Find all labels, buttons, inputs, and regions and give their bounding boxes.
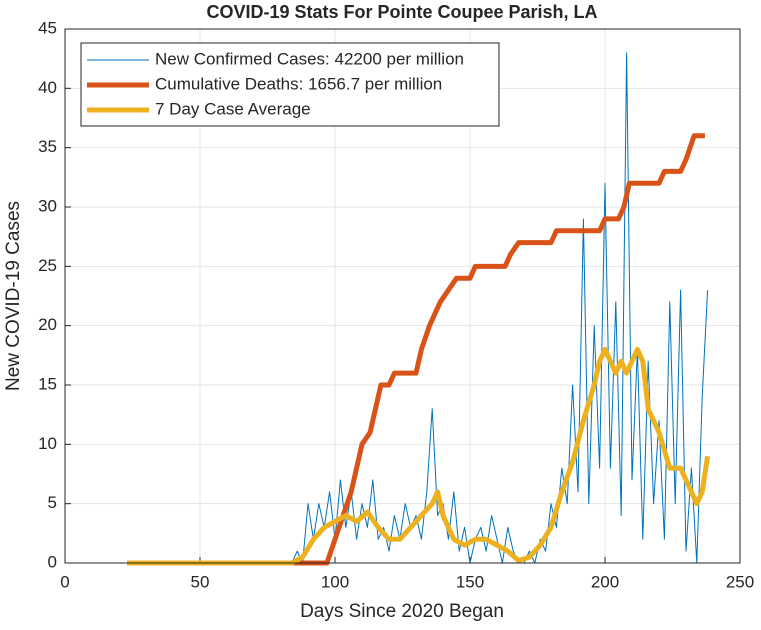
x-tick-label: 200	[591, 572, 619, 591]
chart-title: COVID-19 Stats For Pointe Coupee Parish,…	[206, 2, 597, 22]
y-tick-label: 10	[38, 434, 57, 453]
axes-box	[64, 28, 741, 564]
x-axis-label: Days Since 2020 Began	[300, 601, 504, 622]
y-tick-label: 20	[38, 315, 57, 334]
x-tick-label: 250	[726, 572, 754, 591]
y-tick-label: 35	[38, 137, 57, 156]
x-tick-label: 150	[456, 572, 484, 591]
series-line	[127, 346, 711, 566]
y-tick-label: 0	[48, 552, 57, 571]
y-tick-label: 45	[38, 18, 57, 37]
x-tick-label: 0	[60, 572, 69, 591]
y-tick-label: 15	[38, 374, 57, 393]
legend-box	[80, 42, 500, 127]
y-tick-label: 30	[38, 196, 57, 215]
y-tick-label: 40	[38, 78, 57, 97]
legend-label: 7 Day Case Average	[155, 99, 311, 118]
legend-label: Cumulative Deaths: 1656.7 per million	[155, 74, 442, 93]
y-tick-label: 5	[48, 493, 57, 512]
x-tick-label: 50	[191, 572, 210, 591]
x-tick-label: 100	[321, 572, 349, 591]
series-line	[127, 133, 705, 566]
legend-label: New Confirmed Cases: 42200 per million	[155, 49, 464, 68]
y-axis-label: New COVID-19 Cases	[3, 201, 24, 391]
y-tick-label: 25	[38, 256, 57, 275]
